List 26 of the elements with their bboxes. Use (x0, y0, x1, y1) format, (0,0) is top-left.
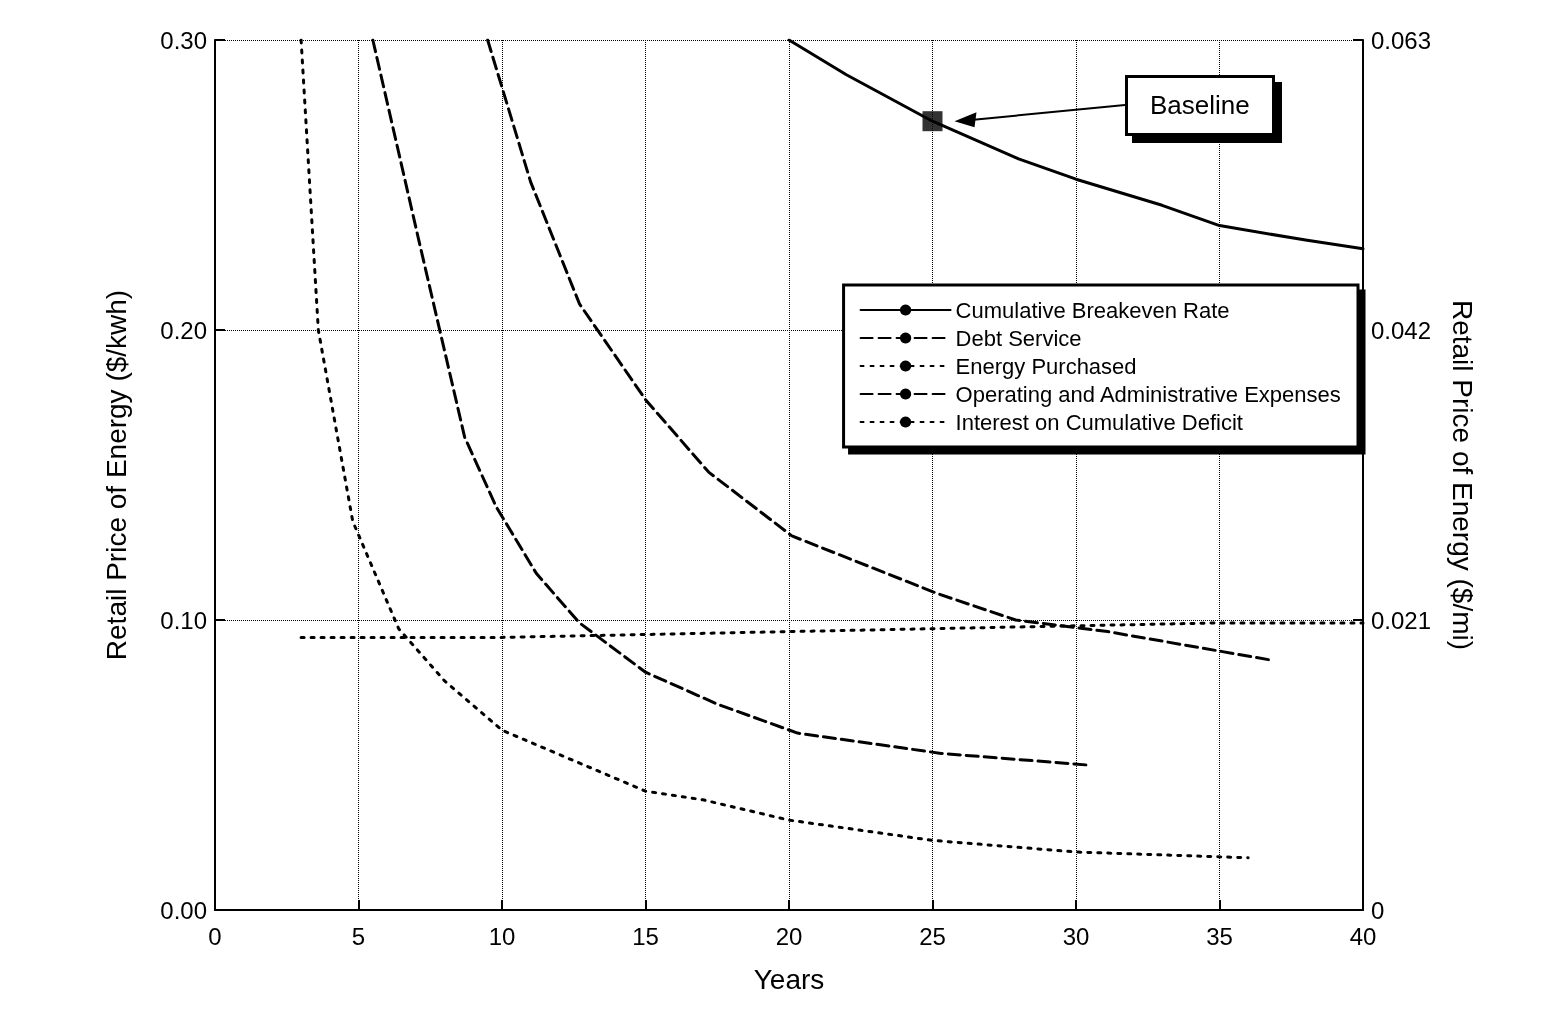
y-tick-label: 0.20 (160, 316, 207, 344)
annotation: Baseline (1125, 75, 1275, 136)
y2-tick-label: 0.063 (1371, 26, 1432, 54)
legend-label: Cumulative Breakeven Rate (955, 297, 1230, 323)
x-tick-label: 20 (775, 922, 803, 950)
y-tick-label: 0.00 (160, 896, 207, 924)
x-tick-label: 5 (351, 922, 366, 950)
x-tick-label: 25 (919, 922, 946, 950)
x-tick-label: 35 (1206, 922, 1233, 950)
y-axis-title: Retail Price of Energy ($/kwh) (100, 289, 132, 661)
y2-tick-label: 0.042 (1371, 316, 1432, 344)
legend-label: Interest on Cumulative Deficit (955, 409, 1243, 435)
x-tick-label: 0 (208, 922, 222, 950)
y-tick-label: 0.30 (160, 26, 207, 54)
y-tick-label: 0.10 (160, 606, 207, 634)
x-axis-title: Years (753, 963, 825, 995)
x-tick-label: 15 (632, 922, 659, 950)
x-tick-label: 40 (1349, 922, 1377, 950)
y2-tick-label: 0.021 (1371, 606, 1432, 634)
y2-tick-label: 0 (1371, 896, 1385, 924)
y2-axis-title: Retail Price of Energy ($/mi) (1446, 299, 1478, 651)
x-tick-label: 10 (488, 922, 516, 950)
legend-label: Energy Purchased (955, 353, 1137, 379)
legend-label: Operating and Administrative Expenses (955, 381, 1341, 407)
x-tick-label: 30 (1062, 922, 1090, 950)
legend-label: Debt Service (955, 325, 1082, 351)
